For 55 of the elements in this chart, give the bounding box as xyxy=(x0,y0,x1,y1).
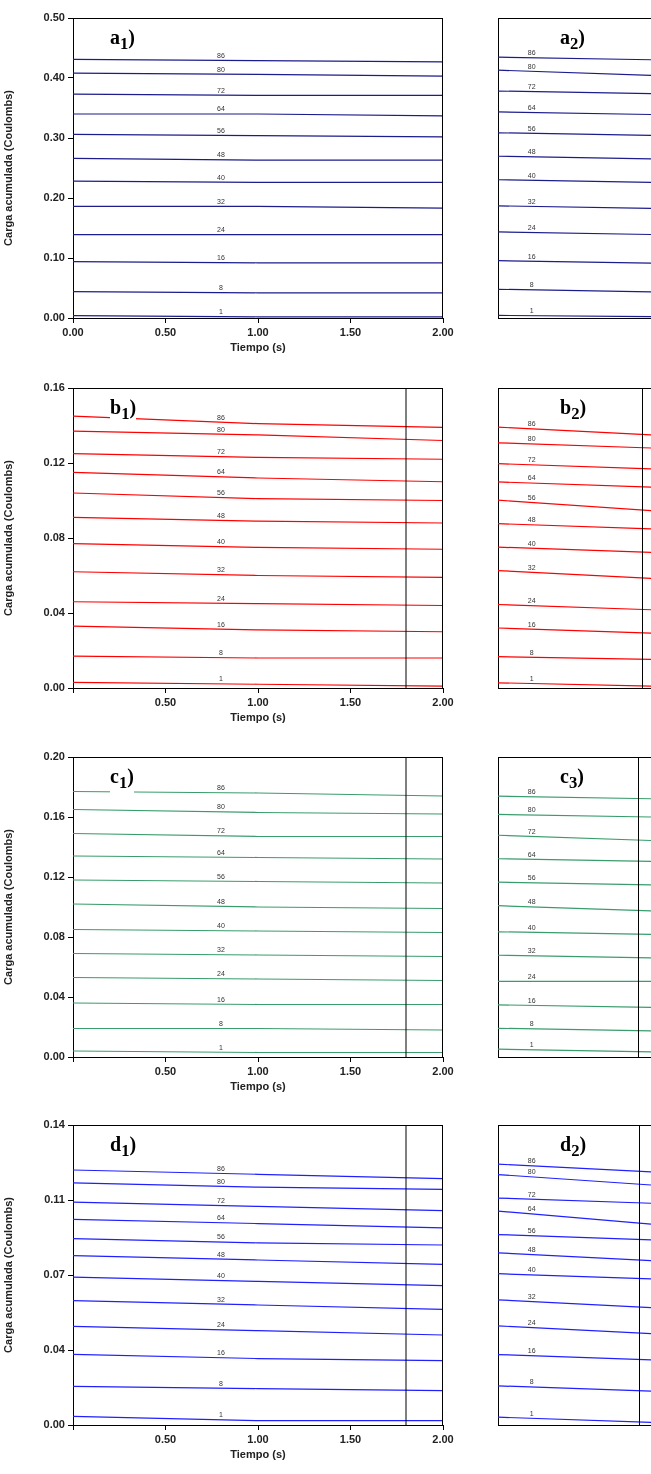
y-axis-title: Carga acumulada (Coulombs) xyxy=(1,828,14,985)
y-axis-title: Carga acumulada (Coulombs) xyxy=(1,1196,14,1353)
y-tick-label: 0.20 xyxy=(43,191,65,204)
y-tick-label: 0.14 xyxy=(43,1118,66,1131)
x-tick-label: 1.00 xyxy=(247,1064,269,1077)
y-tick-label: 0.04 xyxy=(43,990,66,1003)
x-tick-label: 0.50 xyxy=(154,1432,177,1445)
x-tick-label: 1.50 xyxy=(339,1432,362,1445)
text: c$_{3}$) xyxy=(560,765,584,794)
y-tick-label: 0.00 xyxy=(43,311,65,324)
x-tick-label: 1.00 xyxy=(247,325,269,338)
x-tick-label: 0.00 xyxy=(62,325,84,338)
x-axis-title: Tiempo (s) xyxy=(230,341,287,354)
x-axis-title: Tiempo (s) xyxy=(230,1448,287,1461)
x-axis-title: Tiempo (s) xyxy=(230,711,287,724)
x-axis-title: Tiempo (s) xyxy=(230,1080,287,1093)
annotation: a$_{1}$) xyxy=(110,26,135,55)
y-tick-label: 0.12 xyxy=(43,870,65,883)
annotation: b$_{1}$) xyxy=(110,396,137,425)
y-tick-label: 0.50 xyxy=(43,11,65,24)
y-tick-label: 0.30 xyxy=(43,131,65,144)
y-tick-label: 0.08 xyxy=(43,531,65,544)
x-tick-label: 1.50 xyxy=(339,1064,362,1077)
x-tick-label: 1.00 xyxy=(247,1432,269,1445)
x-tick-label: 2.00 xyxy=(432,325,454,338)
x-tick-label: 0.50 xyxy=(154,695,177,708)
y-tick-label: 0.12 xyxy=(43,456,65,469)
y-tick-label: 0.40 xyxy=(43,71,65,84)
y-tick-label: 0.00 xyxy=(43,681,65,694)
x-tick-label: 2.00 xyxy=(432,1432,454,1445)
y-tick-label: 0.04 xyxy=(43,1343,66,1356)
x-tick-label: 0.50 xyxy=(154,325,177,338)
annotation: c$_{1}$) xyxy=(110,765,134,794)
x-tick-label: 2.00 xyxy=(432,695,454,708)
x-tick-label: 1.50 xyxy=(339,325,362,338)
x-tick-label: 1.00 xyxy=(247,695,269,708)
y-tick-label: 0.16 xyxy=(43,810,65,823)
annotation: d$_{1}$) xyxy=(110,1133,137,1162)
text: d$_{2}$) xyxy=(560,1133,587,1162)
text: a$_{2}$) xyxy=(560,26,585,55)
y-tick-label: 0.16 xyxy=(43,381,65,394)
y-axis-title: Carga acumulada (Coulombs) xyxy=(1,459,14,616)
y-tick-label: 0.04 xyxy=(43,606,66,619)
y-axis-title: Carga acumulada (Coulombs) xyxy=(1,89,14,246)
y-tick-label: 0.08 xyxy=(43,930,65,943)
y-tick-label: 0.00 xyxy=(43,1418,65,1431)
x-tick-label: 2.00 xyxy=(432,1064,454,1077)
y-tick-label: 0.10 xyxy=(43,251,65,264)
x-tick-label: 1.50 xyxy=(339,695,362,708)
text: b$_{2}$) xyxy=(560,396,587,425)
y-tick-label: 0.20 xyxy=(43,750,65,763)
y-tick-label: 0.07 xyxy=(43,1268,65,1281)
x-tick-label: 0.50 xyxy=(154,1064,177,1077)
y-tick-label: 0.11 xyxy=(44,1193,65,1206)
y-tick-label: 0.00 xyxy=(43,1050,65,1063)
